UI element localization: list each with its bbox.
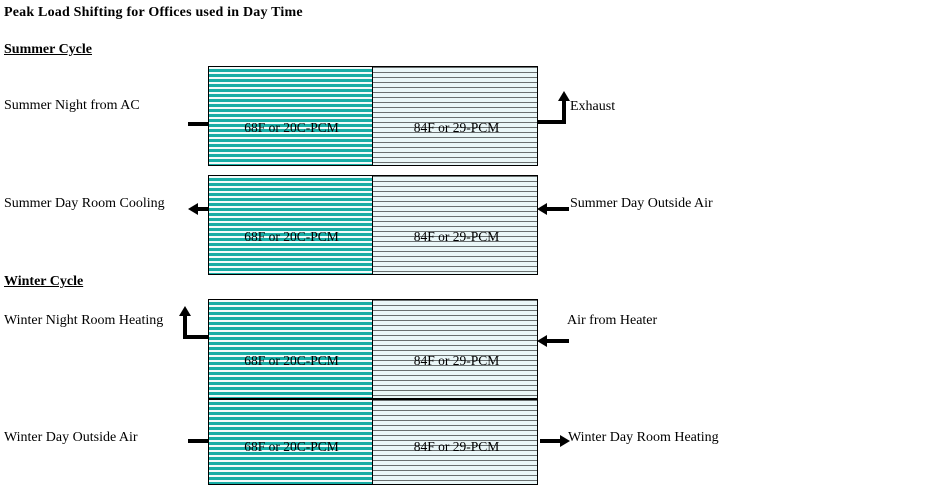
cell-text-right: 84F or 29-PCM [413, 229, 500, 244]
row-label-summer-night: Summer Night from AC [4, 98, 140, 113]
pcm-block-summer-day: 68F or 20C-PCM 84F or 29-PCM [208, 175, 538, 275]
pcm-block-winter-night: 68F or 20C-PCM 84F or 29-PCM [208, 299, 538, 399]
section-label-winter: Winter Cycle [4, 274, 84, 289]
pcm-cold-half [209, 400, 373, 484]
side-label-air-from-heater: Air from Heater [567, 313, 658, 328]
pcm-warm-half [373, 176, 537, 274]
pcm-warm-half [373, 400, 537, 484]
pcm-cold-half [209, 67, 373, 165]
cell-text-left: 68F or 20C-PCM [244, 353, 339, 368]
pcm-block-winter-day: 68F or 20C-PCM 84F or 29-PCM [208, 399, 538, 485]
side-label-summer-day-outside-air: Summer Day Outside Air [570, 196, 713, 211]
row-label-winter-day: Winter Day Outside Air [4, 430, 138, 445]
cell-text-left: 68F or 20C-PCM [244, 120, 339, 135]
section-label-summer: Summer Cycle [4, 42, 92, 57]
side-label-exhaust: Exhaust [570, 99, 616, 114]
pcm-cold-half [209, 176, 373, 274]
pcm-warm-half [373, 67, 537, 165]
page-title: Peak Load Shifting for Offices used in D… [4, 5, 303, 20]
cell-text-right: 84F or 29-PCM [413, 353, 500, 368]
arrow-exhaust-elbow [538, 91, 570, 124]
pcm-cold-half [209, 300, 373, 398]
row-label-winter-night: Winter Night Room Heating [4, 313, 164, 328]
side-label-winter-day-room-heating: Winter Day Room Heating [568, 430, 719, 445]
pcm-warm-half [373, 300, 537, 398]
row-label-summer-day: Summer Day Room Cooling [4, 196, 165, 211]
cell-text-left: 68F or 20C-PCM [244, 229, 339, 244]
arrow-winter-night-elbow [179, 306, 213, 339]
cell-text-right: 84F or 29-PCM [413, 439, 500, 454]
pcm-block-summer-night: 68F or 20C-PCM 84F or 29-PCM [208, 66, 538, 166]
cell-text-left: 68F or 20C-PCM [244, 439, 339, 454]
cell-text-right: 84F or 29-PCM [413, 120, 500, 135]
